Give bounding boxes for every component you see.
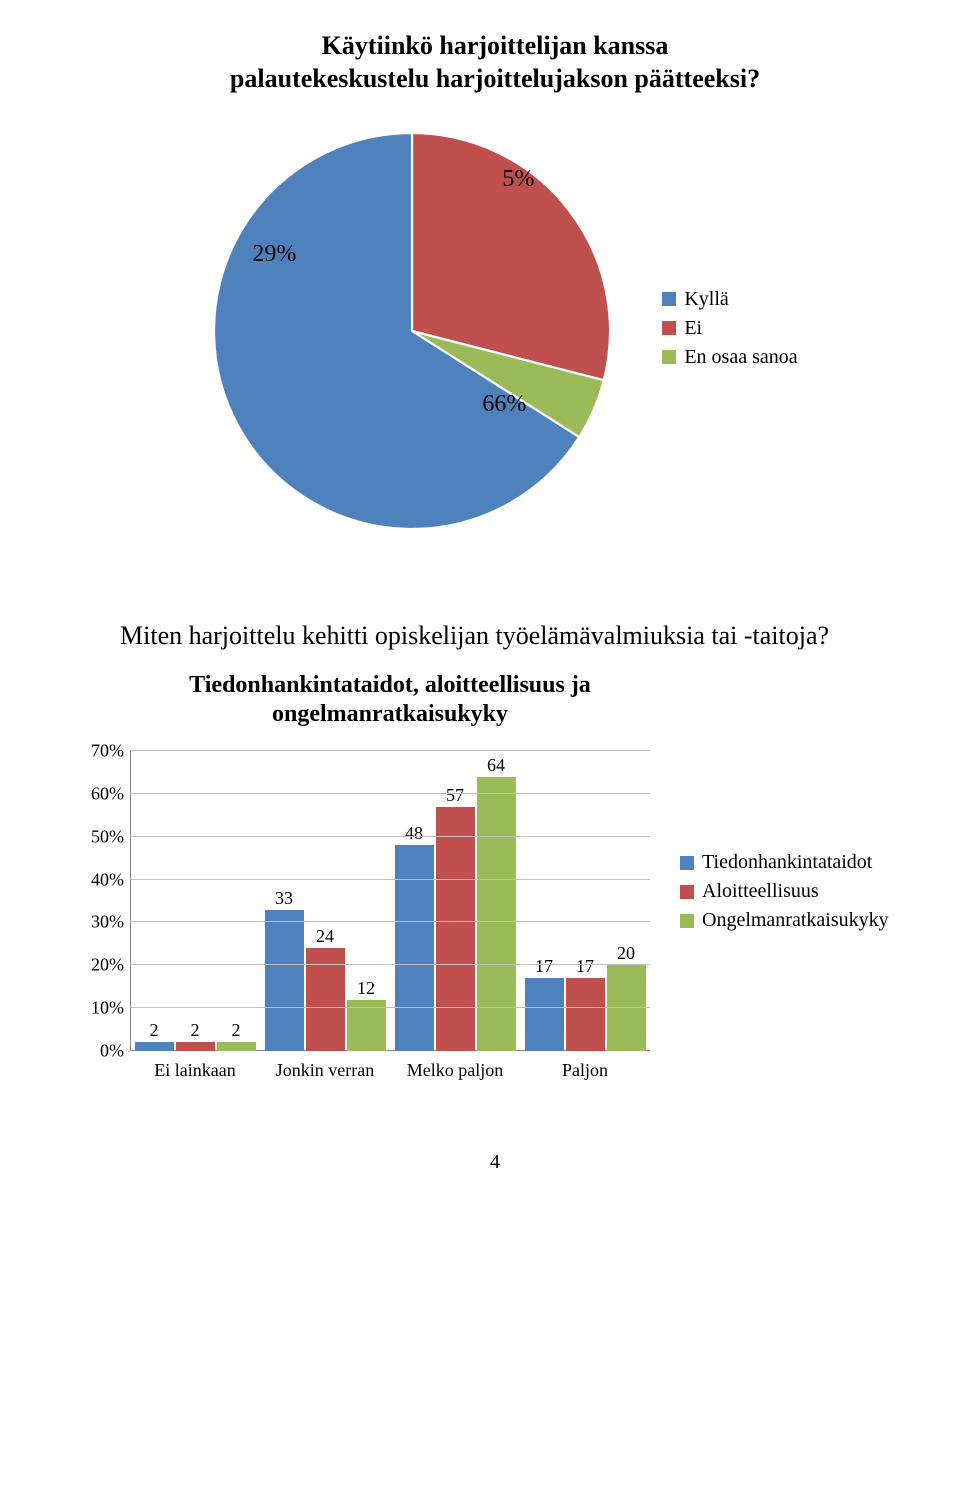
pie-chart: 5% 29% 66% bbox=[192, 111, 632, 551]
bar-value-label: 12 bbox=[357, 978, 375, 999]
gridline bbox=[130, 964, 650, 965]
legend-swatch bbox=[680, 885, 694, 899]
legend-label: Aloitteellisuus bbox=[702, 880, 819, 903]
bar-value-label: 57 bbox=[446, 785, 464, 806]
bar-chart-title: Tiedonhankintataidot, aloitteellisuus ja… bbox=[130, 671, 650, 729]
x-tick-label: Ei lainkaan bbox=[130, 1060, 260, 1081]
x-tick-label: Paljon bbox=[520, 1060, 650, 1081]
gridline bbox=[130, 793, 650, 794]
legend-item: Aloitteellisuus bbox=[680, 880, 889, 903]
pie-legend: Kyllä Ei En osaa sanoa bbox=[662, 288, 797, 375]
bar-chart-row: Tiedonhankintataidot, aloitteellisuus ja… bbox=[80, 671, 910, 1091]
bar: 17 bbox=[525, 978, 564, 1051]
gridline bbox=[130, 750, 650, 751]
bar-chart: Tiedonhankintataidot, aloitteellisuus ja… bbox=[80, 671, 660, 1091]
bar-group: 171720 bbox=[520, 751, 650, 1051]
bar-value-label: 24 bbox=[316, 926, 334, 947]
bar: 17 bbox=[566, 978, 605, 1051]
bar-plot: 222332412485764171720 bbox=[130, 751, 650, 1051]
legend-item: Ei bbox=[662, 317, 797, 340]
pie-title-line2: palautekeskustelu harjoittelujakson päät… bbox=[230, 64, 760, 93]
page-number: 4 bbox=[80, 1151, 910, 1174]
legend-item: Kyllä bbox=[662, 288, 797, 311]
bar-value-label: 64 bbox=[487, 755, 505, 776]
bar: 48 bbox=[395, 845, 434, 1051]
bar: 2 bbox=[135, 1042, 174, 1051]
bar: 2 bbox=[176, 1042, 215, 1051]
legend-swatch bbox=[662, 321, 676, 335]
bar-value-label: 33 bbox=[275, 888, 293, 909]
bar-value-label: 20 bbox=[617, 943, 635, 964]
bar-value-label: 48 bbox=[405, 823, 423, 844]
legend-label: En osaa sanoa bbox=[684, 346, 797, 369]
legend-swatch bbox=[680, 914, 694, 928]
bar-value-label: 2 bbox=[150, 1020, 159, 1041]
gridline bbox=[130, 879, 650, 880]
bar-group: 222 bbox=[130, 751, 260, 1051]
y-tick-label: 30% bbox=[80, 912, 124, 933]
x-tick-label: Melko paljon bbox=[390, 1060, 520, 1081]
bar-legend: Tiedonhankintataidot Aloitteellisuus Ong… bbox=[680, 671, 889, 938]
x-tick-label: Jonkin verran bbox=[260, 1060, 390, 1081]
y-tick-label: 40% bbox=[80, 869, 124, 890]
legend-label: Ongelmanratkaisukyky bbox=[702, 909, 889, 932]
legend-swatch bbox=[662, 350, 676, 364]
gridline bbox=[130, 836, 650, 837]
gridline bbox=[130, 1007, 650, 1008]
bar: 33 bbox=[265, 910, 304, 1051]
x-axis-labels: Ei lainkaanJonkin verranMelko paljonPalj… bbox=[130, 1060, 650, 1081]
y-tick-label: 60% bbox=[80, 783, 124, 804]
pie-slice-label-kylla: 66% bbox=[482, 391, 526, 418]
legend-label: Kyllä bbox=[684, 288, 728, 311]
pie-slice-label-en-osaa: 5% bbox=[502, 166, 534, 193]
bar: 2 bbox=[217, 1042, 256, 1051]
y-tick-label: 50% bbox=[80, 826, 124, 847]
y-tick-label: 0% bbox=[80, 1041, 124, 1062]
bar-value-label: 2 bbox=[232, 1020, 241, 1041]
bar-title-line1: Tiedonhankintataidot, aloitteellisuus ja bbox=[189, 672, 591, 698]
page: Käytiinkö harjoittelijan kanssa palautek… bbox=[0, 0, 960, 1214]
section-title: Miten harjoittelu kehitti opiskelijan ty… bbox=[80, 621, 910, 651]
legend-swatch bbox=[680, 856, 694, 870]
bar-title-line2: ongelmanratkaisukyky bbox=[272, 701, 508, 727]
legend-item: En osaa sanoa bbox=[662, 346, 797, 369]
pie-svg bbox=[192, 111, 632, 551]
bar: 64 bbox=[477, 777, 516, 1051]
bar-group: 33 24 12 bbox=[260, 751, 390, 1051]
legend-label: Ei bbox=[684, 317, 702, 340]
bar-groups: 222332412485764171720 bbox=[130, 751, 650, 1051]
bar-value-label: 17 bbox=[576, 956, 594, 977]
y-tick-label: 10% bbox=[80, 998, 124, 1019]
y-tick-label: 70% bbox=[80, 741, 124, 762]
y-tick-label: 20% bbox=[80, 955, 124, 976]
bar-value-label: 17 bbox=[535, 956, 553, 977]
legend-item: Tiedonhankintataidot bbox=[680, 851, 889, 874]
legend-item: Ongelmanratkaisukyky bbox=[680, 909, 889, 932]
legend-swatch bbox=[662, 292, 676, 306]
pie-title-line1: Käytiinkö harjoittelijan kanssa bbox=[322, 31, 669, 60]
pie-chart-title: Käytiinkö harjoittelijan kanssa palautek… bbox=[80, 30, 910, 95]
pie-chart-row: 5% 29% 66% Kyllä Ei En osaa sanoa bbox=[80, 111, 910, 551]
gridline bbox=[130, 921, 650, 922]
bar: 57 bbox=[436, 807, 475, 1051]
legend-label: Tiedonhankintataidot bbox=[702, 851, 872, 874]
bar-group: 485764 bbox=[390, 751, 520, 1051]
bar-value-label: 2 bbox=[191, 1020, 200, 1041]
pie-slice-label-ei: 29% bbox=[252, 241, 296, 268]
